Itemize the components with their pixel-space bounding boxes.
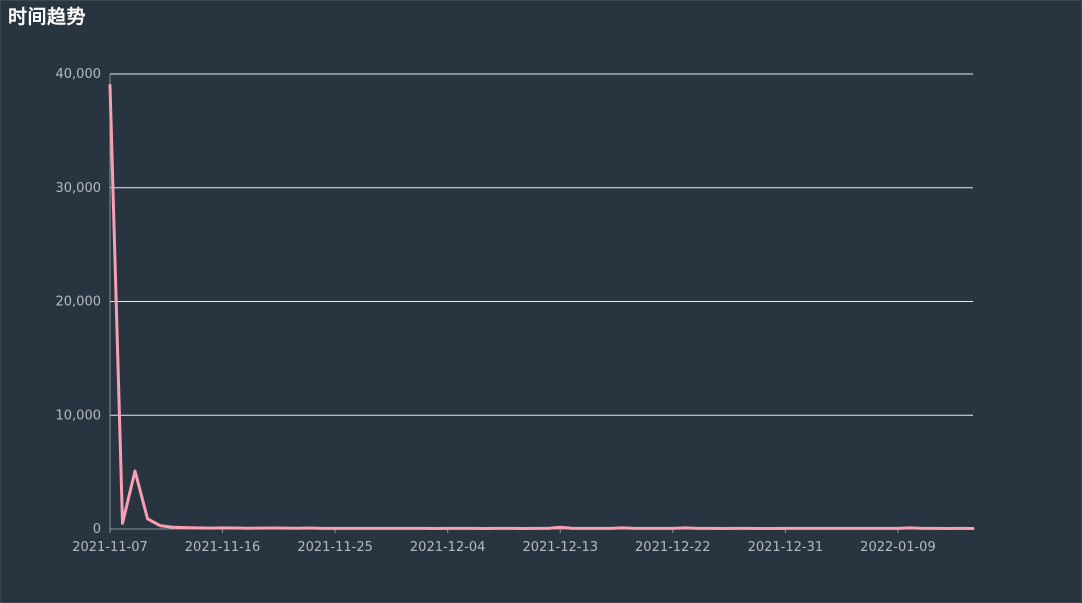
y-tick-label: 40,000 — [56, 67, 102, 82]
y-tick-label: 30,000 — [56, 181, 102, 196]
series-line — [108, 83, 975, 531]
y-tick-label: 20,000 — [56, 295, 102, 310]
x-tick-label: 2021-12-31 — [748, 540, 824, 555]
x-tick-label: 2021-12-04 — [410, 540, 486, 555]
x-tick-label: 2021-11-07 — [72, 540, 148, 555]
chart-title: 时间趋势 — [8, 6, 87, 28]
y-tick-label: 10,000 — [56, 408, 102, 423]
x-tick-label: 2021-12-22 — [635, 540, 711, 555]
x-tick-label: 2022-01-09 — [860, 540, 936, 555]
y-tick-label: 0 — [93, 522, 101, 537]
x-tick-label: 2021-11-25 — [297, 540, 373, 555]
x-tick-label: 2021-12-13 — [522, 540, 598, 555]
x-tick-label: 2021-11-16 — [185, 540, 261, 555]
